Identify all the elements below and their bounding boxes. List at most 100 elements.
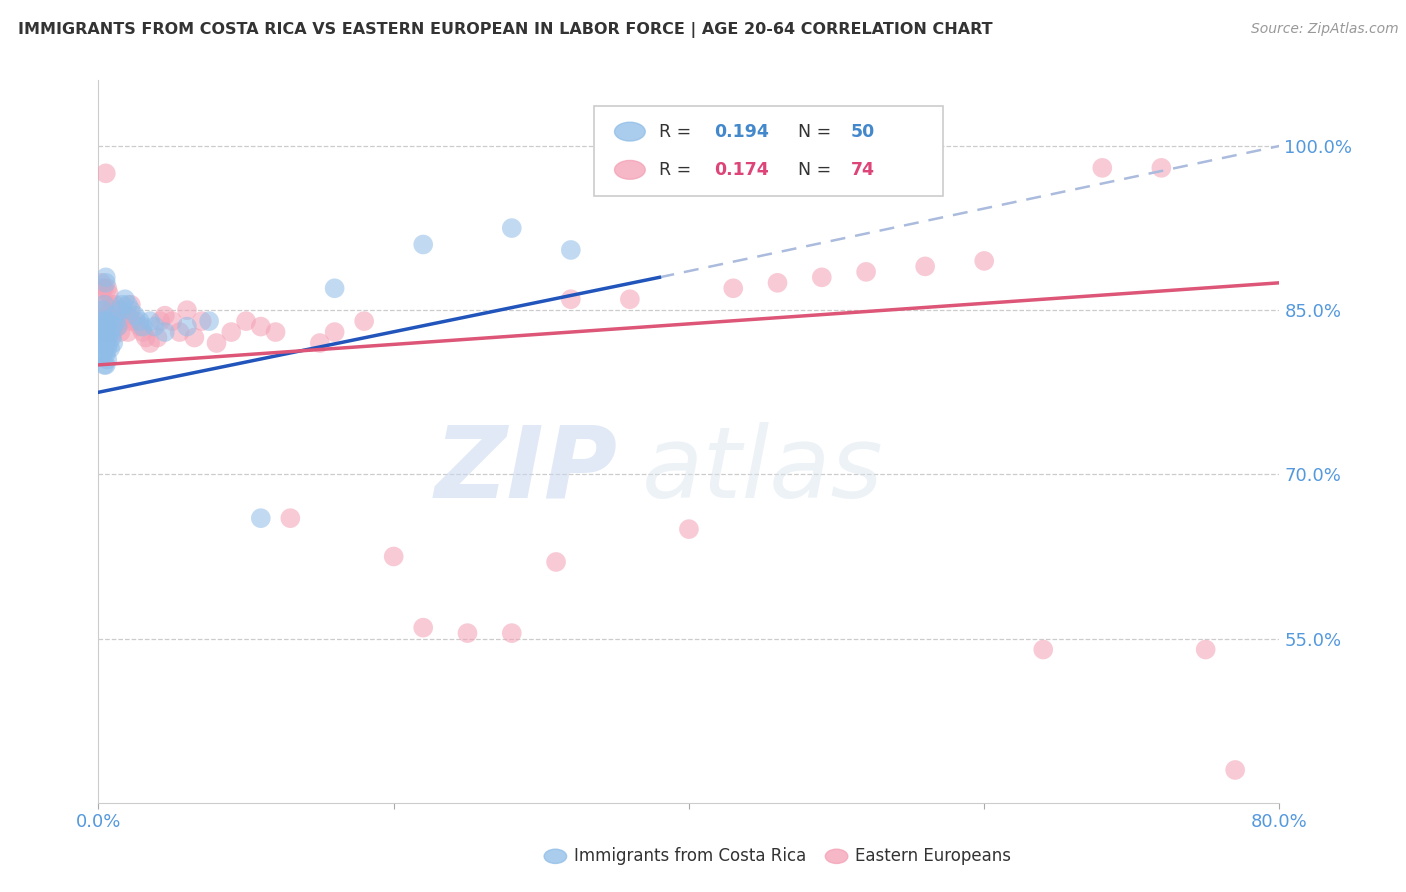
Text: 74: 74 [851,161,875,178]
Point [100,319,122,334]
Point [93,314,115,328]
Point [91,347,114,361]
Point [132,325,155,339]
Point [235,314,257,328]
Point [353,314,375,328]
Point [146,330,169,344]
Point [97,336,120,351]
Point [198,314,221,328]
Point [94,325,117,339]
Point [91,314,114,328]
Point [97,314,120,328]
Circle shape [614,161,645,179]
Point [104,309,127,323]
Point [111,298,134,312]
Point [96,281,118,295]
Point [91,281,114,295]
Point [124,314,146,328]
Point [169,325,191,339]
Point [114,292,136,306]
Point [560,243,582,257]
Point [120,314,142,328]
Point [280,511,302,525]
Text: R =: R = [659,161,697,178]
Point [124,309,146,323]
Point [107,319,129,334]
Point [323,325,346,339]
Point [1032,642,1054,657]
Point [250,319,273,334]
Point [96,352,118,367]
Point [96,314,118,328]
Point [104,298,127,312]
Point [90,336,112,351]
Text: Immigrants from Costa Rica: Immigrants from Costa Rica [574,847,806,865]
Text: 50: 50 [851,122,875,141]
Point [191,314,214,328]
Point [98,314,121,328]
Point [110,303,132,318]
Point [723,281,745,295]
Point [93,298,115,312]
Text: N =: N = [797,122,837,141]
Point [457,626,479,640]
Point [323,281,346,295]
Point [810,270,832,285]
Point [94,358,117,372]
Point [766,276,789,290]
Point [96,330,118,344]
Point [183,330,205,344]
Point [94,336,117,351]
Point [108,303,131,318]
Point [176,319,198,334]
Point [162,314,183,328]
Point [382,549,405,564]
Point [1150,161,1173,175]
Point [117,309,139,323]
Point [94,270,117,285]
Point [94,347,117,361]
Point [96,319,118,334]
Point [114,309,136,323]
Point [105,314,128,328]
Point [91,319,114,334]
Point [855,265,877,279]
Point [90,314,112,328]
Point [93,319,115,334]
Point [914,260,936,274]
Point [153,325,176,339]
Point [103,325,125,339]
Point [100,303,122,318]
Point [103,309,125,323]
Point [205,336,228,351]
Point [94,325,117,339]
Point [309,336,332,351]
Point [91,330,114,344]
Point [1091,161,1114,175]
Point [93,342,115,356]
Text: 0.174: 0.174 [714,161,769,178]
Point [221,325,243,339]
Point [149,314,172,328]
Point [107,319,129,334]
Text: N =: N = [797,161,837,178]
Point [153,309,176,323]
Point [117,325,139,339]
Text: Source: ZipAtlas.com: Source: ZipAtlas.com [1251,22,1399,37]
Point [117,298,139,312]
Point [501,626,523,640]
Point [93,298,115,312]
Point [120,298,142,312]
Point [139,336,162,351]
Point [120,303,142,318]
Point [264,325,287,339]
Point [560,292,582,306]
Point [100,330,122,344]
Point [94,309,117,323]
Point [94,298,117,312]
Point [143,319,166,334]
Point [97,286,120,301]
Point [132,319,155,334]
Point [111,314,134,328]
Point [135,330,157,344]
